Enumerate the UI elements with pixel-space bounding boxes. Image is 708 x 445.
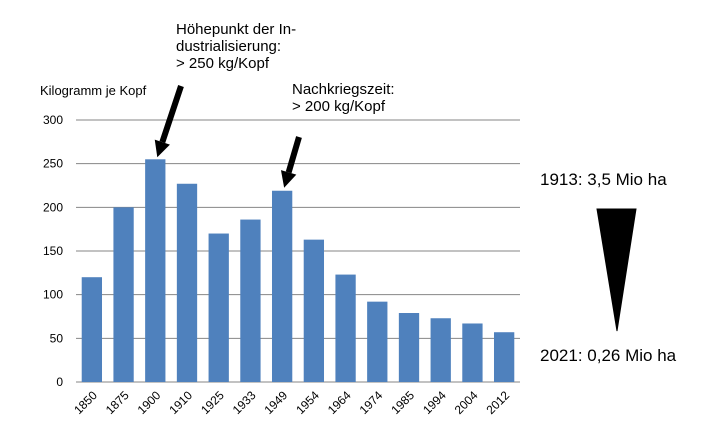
annotation-peak-industrialization: Höhepunkt der In- dustrialisierung: > 25… xyxy=(176,21,296,72)
y-tick-label: 50 xyxy=(50,331,64,345)
wedge-icon xyxy=(596,208,637,332)
bar-1954 xyxy=(303,239,325,382)
arrow-1900 xyxy=(154,85,184,158)
bar-1974 xyxy=(367,301,388,382)
x-tick-label: 1974 xyxy=(357,388,386,417)
y-axis-label: Kilogramm je Kopf xyxy=(40,83,147,98)
x-tick-label: 1994 xyxy=(420,388,449,417)
y-tick-label: 100 xyxy=(43,288,63,302)
bar-1850 xyxy=(81,277,103,382)
annotation-line: Höhepunkt der In- xyxy=(176,21,297,38)
annotation-arrows xyxy=(154,85,302,188)
grid-lines xyxy=(76,119,520,383)
y-tick-label: 200 xyxy=(43,200,63,214)
bar-1925 xyxy=(208,233,229,382)
bar-1994 xyxy=(430,318,451,382)
x-tick-label: 1933 xyxy=(230,388,259,417)
x-tick-label: 2004 xyxy=(452,388,481,417)
bar-1964 xyxy=(335,274,356,382)
x-tick-label: 1900 xyxy=(135,388,164,417)
bar-1875 xyxy=(113,207,134,382)
y-tick-labels: 0 50 100 150 200 250 300 xyxy=(43,113,63,389)
annotation-line: > 200 kg/Kopf xyxy=(292,98,385,115)
x-tick-label: 2012 xyxy=(483,388,512,417)
bar-1933 xyxy=(240,219,261,382)
bar-1900 xyxy=(145,159,166,382)
annotation-line: Nachkriegszeit: xyxy=(292,81,395,98)
bar-2012 xyxy=(493,332,515,382)
annotation-line: > 250 kg/Kopf xyxy=(176,55,269,72)
bar-1985 xyxy=(398,313,420,382)
arrow-1949 xyxy=(280,136,302,188)
x-tick-label: 1850 xyxy=(71,388,100,417)
x-tick-label: 1964 xyxy=(325,388,354,417)
area-1913-label: 1913: 3,5 Mio ha xyxy=(540,170,667,189)
arrow-shaft xyxy=(159,85,184,144)
bar-2004 xyxy=(462,323,483,382)
y-tick-label: 150 xyxy=(43,244,63,258)
annotation-line: dustrialisierung: xyxy=(176,38,282,55)
arrow-head xyxy=(154,139,170,158)
bars xyxy=(81,159,515,382)
x-tick-label: 1910 xyxy=(166,388,195,417)
bar-1949 xyxy=(271,190,293,382)
x-tick-label: 1985 xyxy=(388,388,417,417)
y-tick-label: 250 xyxy=(43,157,63,171)
y-tick-label: 300 xyxy=(43,113,63,127)
annotation-postwar: Nachkriegszeit: > 200 kg/Kopf xyxy=(292,81,395,115)
arrow-shaft xyxy=(285,136,302,174)
arrow-head xyxy=(280,170,297,188)
y-tick-label: 0 xyxy=(56,375,63,389)
x-tick-label: 1949 xyxy=(261,388,290,417)
x-tick-label: 1875 xyxy=(103,388,132,417)
bar-1910 xyxy=(176,183,198,382)
area-2021-label: 2021: 0,26 Mio ha xyxy=(540,346,677,365)
x-tick-label: 1954 xyxy=(293,388,322,417)
x-tick-labels: 1850 1875 1900 1910 1925 1933 1949 1954 1964 1974… xyxy=(71,388,512,417)
x-tick-label: 1925 xyxy=(198,388,227,417)
